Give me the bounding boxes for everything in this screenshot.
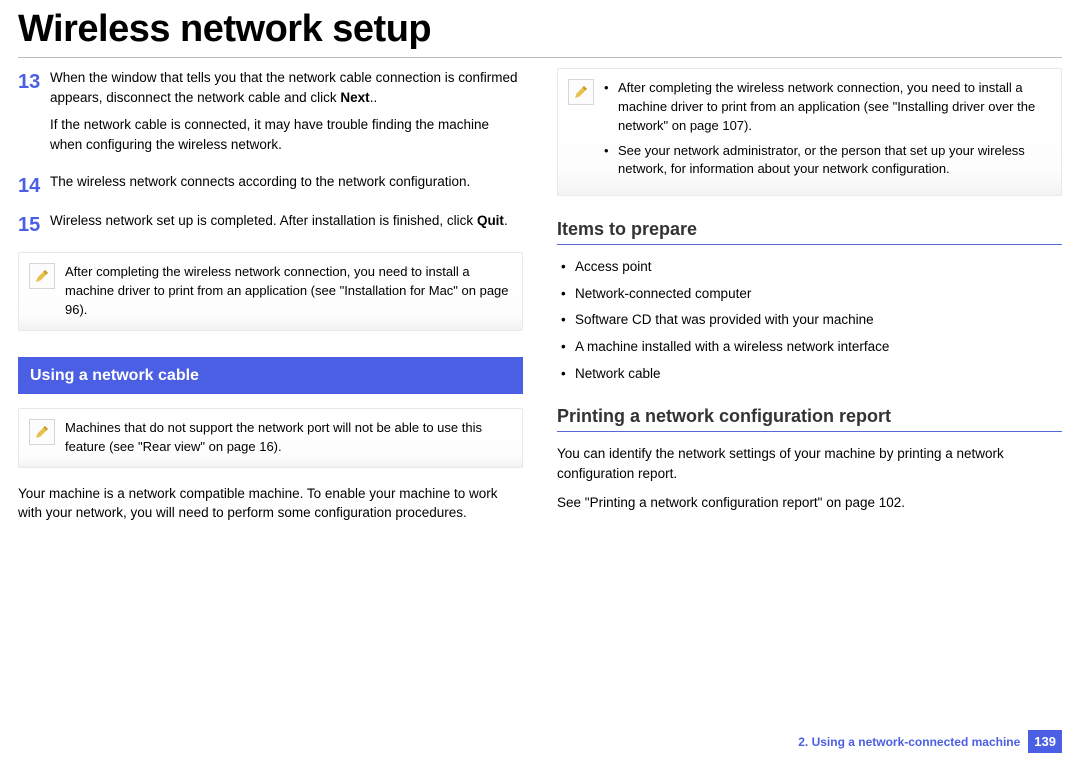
- left-column: 13 When the window that tells you that t…: [18, 68, 523, 533]
- note-box: Machines that do not support the network…: [18, 408, 523, 468]
- sub-heading-rule: [557, 431, 1062, 432]
- sub-heading-rule: [557, 244, 1062, 245]
- sub-heading: Items to prepare: [557, 216, 1062, 242]
- list-item: Access point: [557, 257, 1062, 277]
- list-item: See your network administrator, or the p…: [604, 142, 1049, 180]
- note-text: Machines that do not support the network…: [65, 419, 510, 457]
- step-text: The wireless network connects according …: [50, 172, 523, 192]
- step-text: If the network cable is connected, it ma…: [50, 115, 523, 154]
- list-item: A machine installed with a wireless netw…: [557, 337, 1062, 357]
- step-body: The wireless network connects according …: [50, 172, 523, 200]
- page-number: 139: [1028, 730, 1062, 753]
- list-item: After completing the wireless network co…: [604, 79, 1049, 136]
- page-footer: 2. Using a network-connected machine 139: [798, 730, 1062, 753]
- sub-heading: Printing a network configuration report: [557, 403, 1062, 429]
- step-number: 14: [18, 172, 50, 201]
- list-item: Software CD that was provided with your …: [557, 310, 1062, 330]
- footer-chapter: 2. Using a network-connected machine: [798, 735, 1020, 749]
- note-text: After completing the wireless network co…: [65, 263, 510, 320]
- note-icon: [568, 79, 594, 105]
- step-14: 14 The wireless network connects accordi…: [18, 172, 523, 201]
- step-13: 13 When the window that tells you that t…: [18, 68, 523, 162]
- note-list: After completing the wireless network co…: [604, 79, 1049, 185]
- step-text: Wireless network set up is completed. Af…: [50, 211, 523, 231]
- list-item: Network cable: [557, 364, 1062, 384]
- step-number: 13: [18, 68, 50, 97]
- page-title: Wireless network setup: [0, 0, 1080, 57]
- list-item: Network-connected computer: [557, 284, 1062, 304]
- step-number: 15: [18, 211, 50, 240]
- content-columns: 13 When the window that tells you that t…: [0, 58, 1080, 533]
- body-paragraph: You can identify the network settings of…: [557, 444, 1062, 483]
- step-15: 15 Wireless network set up is completed.…: [18, 211, 523, 240]
- body-paragraph: See "Printing a network configuration re…: [557, 493, 1062, 513]
- note-icon: [29, 263, 55, 289]
- note-box: After completing the wireless network co…: [557, 68, 1062, 196]
- step-body: When the window that tells you that the …: [50, 68, 523, 162]
- step-text: When the window that tells you that the …: [50, 68, 523, 107]
- step-body: Wireless network set up is completed. Af…: [50, 211, 523, 239]
- note-icon: [29, 419, 55, 445]
- note-box: After completing the wireless network co…: [18, 252, 523, 331]
- items-to-prepare-list: Access point Network-connected computer …: [557, 257, 1062, 383]
- section-heading-bar: Using a network cable: [18, 357, 523, 394]
- right-column: After completing the wireless network co…: [557, 68, 1062, 533]
- body-paragraph: Your machine is a network compatible mac…: [18, 484, 523, 523]
